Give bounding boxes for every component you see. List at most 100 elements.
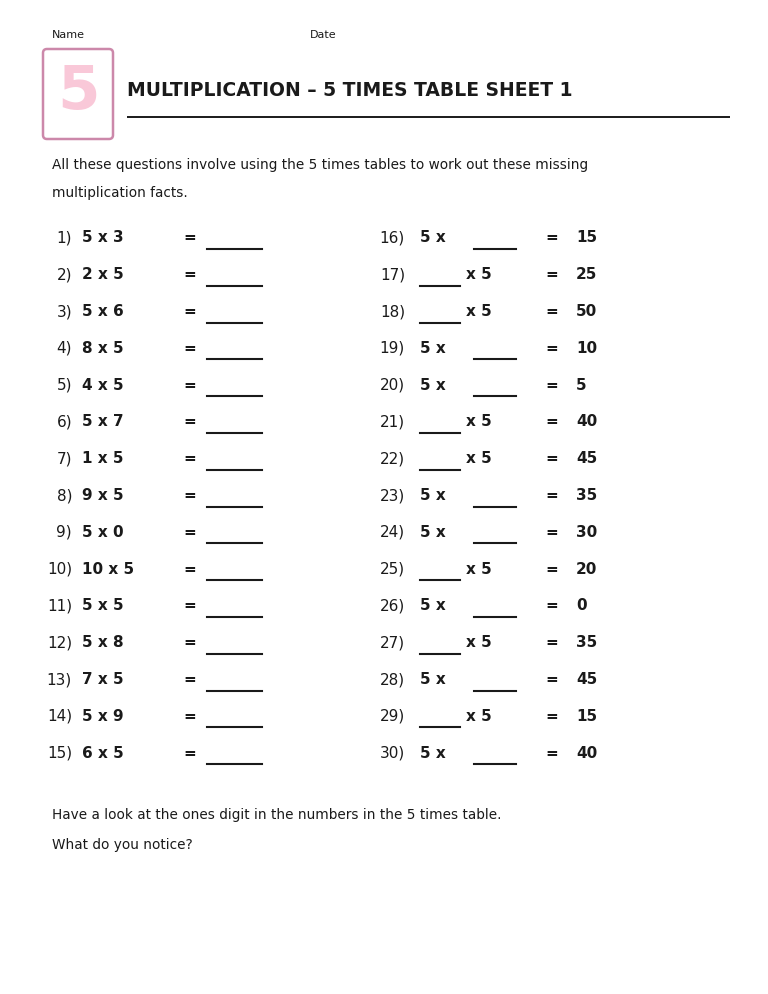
- Text: =: =: [184, 562, 197, 577]
- Text: multiplication facts.: multiplication facts.: [52, 186, 187, 200]
- Text: 6): 6): [56, 414, 72, 429]
- Text: =: =: [545, 488, 558, 503]
- Text: =: =: [545, 414, 558, 429]
- Text: MULTIPLICATION – 5 TIMES TABLE SHEET 1: MULTIPLICATION – 5 TIMES TABLE SHEET 1: [127, 81, 572, 99]
- Text: x 5: x 5: [466, 451, 492, 466]
- Text: =: =: [184, 304, 197, 319]
- Text: =: =: [545, 231, 558, 246]
- Text: 8 x 5: 8 x 5: [82, 341, 124, 356]
- Text: x 5: x 5: [466, 635, 492, 650]
- Text: 5 x: 5 x: [420, 746, 445, 760]
- Text: =: =: [545, 525, 558, 540]
- Text: =: =: [184, 598, 197, 613]
- Text: 17): 17): [380, 267, 405, 282]
- Text: 15: 15: [576, 709, 598, 724]
- Text: 35: 35: [576, 635, 598, 650]
- Text: =: =: [545, 746, 558, 760]
- Text: 5 x: 5 x: [420, 488, 445, 503]
- Text: x 5: x 5: [466, 267, 492, 282]
- Text: 13): 13): [47, 672, 72, 687]
- Text: 7 x 5: 7 x 5: [82, 672, 124, 687]
- Text: 9 x 5: 9 x 5: [82, 488, 124, 503]
- Text: 5 x 8: 5 x 8: [82, 635, 124, 650]
- Text: 45: 45: [576, 451, 598, 466]
- Text: 10: 10: [576, 341, 598, 356]
- Text: All these questions involve using the 5 times tables to work out these missing: All these questions involve using the 5 …: [52, 158, 588, 172]
- Text: =: =: [184, 672, 197, 687]
- Text: =: =: [545, 451, 558, 466]
- Text: 40: 40: [576, 414, 598, 429]
- Text: 24): 24): [380, 525, 405, 540]
- Text: Name: Name: [52, 30, 85, 40]
- Text: =: =: [545, 341, 558, 356]
- Text: 5 x: 5 x: [420, 341, 445, 356]
- Text: 29): 29): [379, 709, 405, 724]
- Text: 35: 35: [576, 488, 598, 503]
- Text: =: =: [184, 635, 197, 650]
- Text: Have a look at the ones digit in the numbers in the 5 times table.: Have a look at the ones digit in the num…: [52, 808, 502, 822]
- Text: 5 x: 5 x: [420, 525, 445, 540]
- Text: =: =: [184, 488, 197, 503]
- Text: =: =: [184, 341, 197, 356]
- Text: 8): 8): [57, 488, 72, 503]
- Text: 21): 21): [380, 414, 405, 429]
- Text: What do you notice?: What do you notice?: [52, 838, 193, 852]
- Text: 4 x 5: 4 x 5: [82, 378, 124, 393]
- Text: =: =: [545, 304, 558, 319]
- Text: =: =: [184, 231, 197, 246]
- Text: =: =: [184, 378, 197, 393]
- Text: =: =: [545, 598, 558, 613]
- Text: 5 x 0: 5 x 0: [82, 525, 124, 540]
- Text: 23): 23): [379, 488, 405, 503]
- FancyBboxPatch shape: [43, 49, 113, 139]
- Text: =: =: [545, 267, 558, 282]
- Text: 7): 7): [57, 451, 72, 466]
- Text: 1 x 5: 1 x 5: [82, 451, 124, 466]
- Text: x 5: x 5: [466, 709, 492, 724]
- Text: 0: 0: [576, 598, 587, 613]
- Text: 5): 5): [57, 378, 72, 393]
- Text: 15): 15): [47, 746, 72, 760]
- Text: 50: 50: [576, 304, 598, 319]
- Text: 19): 19): [379, 341, 405, 356]
- Text: =: =: [545, 562, 558, 577]
- Text: 5 x: 5 x: [420, 598, 445, 613]
- Text: 20): 20): [380, 378, 405, 393]
- Text: Date: Date: [310, 30, 336, 40]
- Text: 16): 16): [379, 231, 405, 246]
- Text: 45: 45: [576, 672, 598, 687]
- Text: 9): 9): [56, 525, 72, 540]
- Text: 5 x: 5 x: [420, 231, 445, 246]
- Text: =: =: [545, 635, 558, 650]
- Text: =: =: [184, 746, 197, 760]
- Text: 27): 27): [380, 635, 405, 650]
- Text: 12): 12): [47, 635, 72, 650]
- Text: 10 x 5: 10 x 5: [82, 562, 134, 577]
- Text: =: =: [545, 709, 558, 724]
- Text: =: =: [184, 525, 197, 540]
- Text: 5 x 3: 5 x 3: [82, 231, 124, 246]
- Text: 30): 30): [379, 746, 405, 760]
- Text: 18): 18): [380, 304, 405, 319]
- Text: 5 x: 5 x: [420, 672, 445, 687]
- Text: 10): 10): [47, 562, 72, 577]
- Text: =: =: [184, 414, 197, 429]
- Text: =: =: [545, 672, 558, 687]
- Text: 5 x 9: 5 x 9: [82, 709, 124, 724]
- Text: x 5: x 5: [466, 304, 492, 319]
- Text: 5: 5: [57, 63, 99, 121]
- Text: 2 x 5: 2 x 5: [82, 267, 124, 282]
- Text: x 5: x 5: [466, 414, 492, 429]
- Text: 1): 1): [57, 231, 72, 246]
- Text: 5 x 6: 5 x 6: [82, 304, 124, 319]
- Text: 25: 25: [576, 267, 598, 282]
- Text: 28): 28): [380, 672, 405, 687]
- Text: 11): 11): [47, 598, 72, 613]
- Text: 20: 20: [576, 562, 598, 577]
- Text: 6 x 5: 6 x 5: [82, 746, 124, 760]
- Text: =: =: [184, 451, 197, 466]
- Text: 5: 5: [576, 378, 587, 393]
- Text: x 5: x 5: [466, 562, 492, 577]
- Text: =: =: [184, 267, 197, 282]
- Text: 15: 15: [576, 231, 598, 246]
